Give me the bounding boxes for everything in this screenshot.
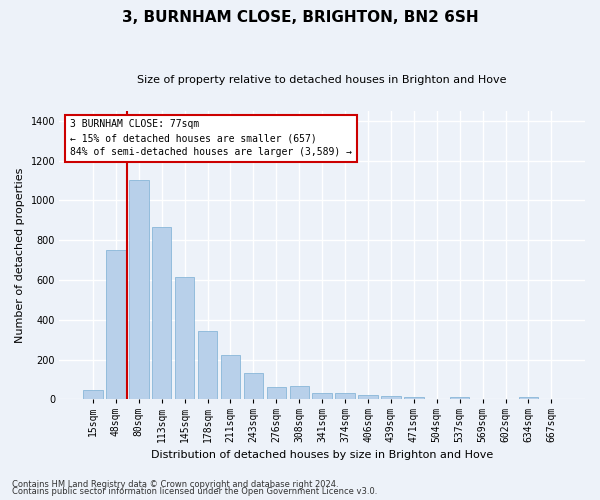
Text: Contains public sector information licensed under the Open Government Licence v3: Contains public sector information licen… <box>12 487 377 496</box>
Bar <box>198 331 217 400</box>
Bar <box>519 397 538 400</box>
Bar <box>129 180 149 400</box>
Text: Contains HM Land Registry data © Crown copyright and database right 2024.: Contains HM Land Registry data © Crown c… <box>12 480 338 489</box>
Title: Size of property relative to detached houses in Brighton and Hove: Size of property relative to detached ho… <box>137 75 507 85</box>
Bar <box>381 396 401 400</box>
Bar <box>404 398 424 400</box>
Bar <box>83 390 103 400</box>
Bar <box>266 386 286 400</box>
Bar <box>290 386 309 400</box>
Bar <box>313 393 332 400</box>
Bar <box>106 250 125 400</box>
Bar <box>152 228 172 400</box>
Bar <box>450 397 469 400</box>
Text: 3 BURNHAM CLOSE: 77sqm
← 15% of detached houses are smaller (657)
84% of semi-de: 3 BURNHAM CLOSE: 77sqm ← 15% of detached… <box>70 120 352 158</box>
Bar <box>175 277 194 400</box>
Bar <box>335 394 355 400</box>
Bar <box>244 372 263 400</box>
X-axis label: Distribution of detached houses by size in Brighton and Hove: Distribution of detached houses by size … <box>151 450 493 460</box>
Bar <box>221 354 240 400</box>
Bar <box>358 395 378 400</box>
Y-axis label: Number of detached properties: Number of detached properties <box>15 168 25 343</box>
Text: 3, BURNHAM CLOSE, BRIGHTON, BN2 6SH: 3, BURNHAM CLOSE, BRIGHTON, BN2 6SH <box>122 10 478 25</box>
